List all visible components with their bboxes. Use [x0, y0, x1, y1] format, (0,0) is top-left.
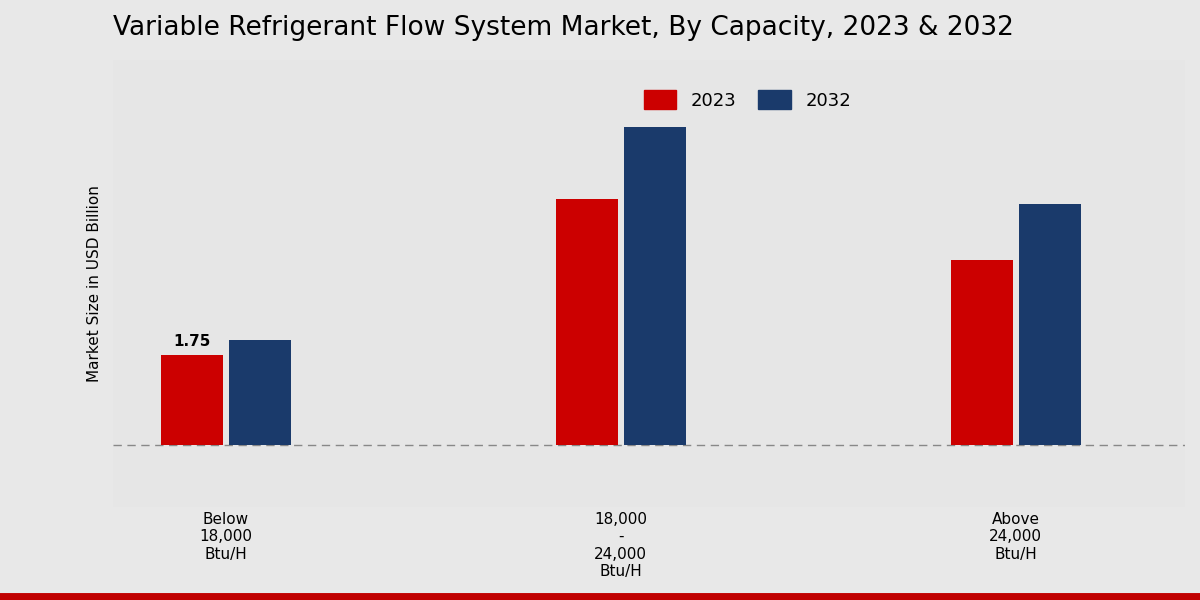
Bar: [229, 340, 290, 445]
Legend: 2023, 2032: 2023, 2032: [637, 82, 858, 117]
Bar: [624, 127, 685, 445]
Bar: [950, 260, 1013, 445]
Bar: [161, 355, 223, 445]
Y-axis label: Market Size in USD Billion: Market Size in USD Billion: [88, 185, 102, 382]
Text: 1.75: 1.75: [174, 334, 211, 349]
Text: Variable Refrigerant Flow System Market, By Capacity, 2023 & 2032: Variable Refrigerant Flow System Market,…: [113, 15, 1014, 41]
Bar: [556, 199, 618, 445]
Bar: [1019, 204, 1081, 445]
